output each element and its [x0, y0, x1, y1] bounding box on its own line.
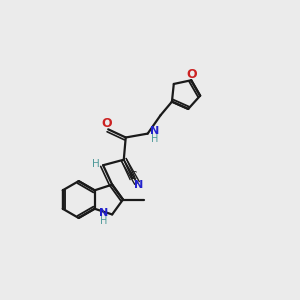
Text: O: O	[186, 68, 196, 81]
Text: H: H	[92, 159, 100, 169]
Text: H: H	[151, 134, 158, 144]
Text: C: C	[130, 171, 137, 181]
Text: N: N	[99, 208, 109, 218]
Text: H: H	[100, 216, 107, 226]
Text: N: N	[134, 180, 143, 190]
Text: O: O	[101, 118, 112, 130]
Text: N: N	[150, 126, 159, 136]
